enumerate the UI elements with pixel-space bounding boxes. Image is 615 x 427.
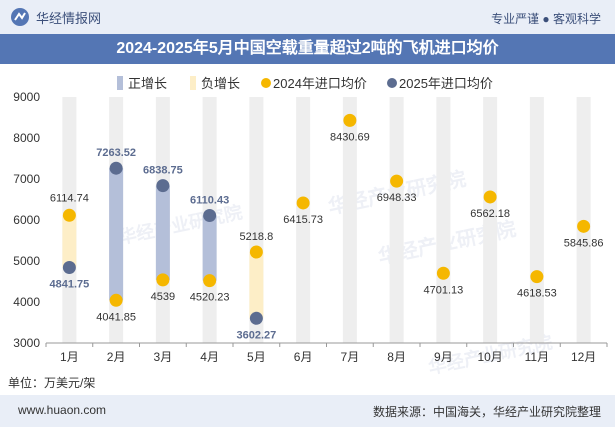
category-band: [389, 97, 404, 343]
point-2025: [203, 208, 217, 222]
point-2024: [436, 266, 450, 280]
y-tick-label: 6000: [13, 213, 40, 227]
x-tick-label: 7月: [341, 350, 360, 364]
unit-label: 单位：万美元/架: [8, 376, 96, 390]
category-band: [529, 97, 544, 343]
x-tick-label: 10月: [477, 350, 502, 364]
website-link[interactable]: www.huaon.com: [18, 403, 107, 417]
legend-positive[interactable]: 正增长: [117, 76, 167, 91]
point-2024: [156, 273, 170, 287]
x-tick-label: 11月: [525, 350, 549, 364]
point-2024: [530, 270, 544, 284]
data-label-2024: 5218.8: [240, 231, 274, 243]
y-tick-label: 5000: [13, 254, 40, 268]
category-band: [296, 97, 311, 343]
positive-change-bar: [155, 185, 170, 280]
negative-change-bar: [62, 215, 77, 268]
legend-marker: [387, 78, 397, 88]
legend-2025[interactable]: 2025年进口均价: [387, 76, 493, 91]
point-2025: [156, 179, 170, 193]
x-tick-label: 8月: [387, 350, 406, 364]
legend: 正增长 负增长 2024年进口均价 2025年进口均价: [117, 76, 493, 91]
x-tick-label: 2月: [107, 350, 126, 364]
data-label-2025: 4841.75: [49, 278, 89, 290]
change-bars: [62, 168, 264, 319]
legend-label: 正增长: [128, 76, 167, 91]
data-label-2024: 4539: [151, 291, 175, 303]
chart: 华经产业研究院华经产业研究院华经产业研究院华经产业研究院 30004000500…: [13, 76, 608, 379]
point-2024: [249, 245, 263, 259]
negative-change-bar: [249, 252, 264, 319]
x-tick-label: 1月: [60, 350, 79, 364]
data-label-2025: 6110.43: [190, 194, 229, 206]
point-2024: [390, 174, 404, 188]
data-label-2025: 3602.27: [236, 329, 276, 341]
legend-label: 2025年进口均价: [399, 76, 493, 91]
point-2025: [62, 260, 76, 274]
top-bar: 华经情报网 专业严谨 ● 客观科学: [0, 0, 615, 34]
y-tick-label: 7000: [13, 172, 40, 186]
legend-negative[interactable]: 负增长: [190, 76, 240, 91]
point-2024: [483, 190, 497, 204]
x-tick-label: 4月: [200, 350, 219, 364]
point-2024: [577, 219, 591, 233]
data-label-2024: 6114.74: [50, 192, 89, 204]
positive-change-bar: [109, 168, 124, 301]
data-label-2024: 4701.13: [423, 284, 463, 296]
y-tick-label: 4000: [13, 295, 40, 309]
legend-swatch: [190, 76, 196, 90]
y-tick-label: 9000: [13, 90, 40, 104]
data-label-2024: 4618.53: [517, 288, 557, 300]
positive-change-bar: [202, 215, 217, 281]
data-label-2025: 6838.75: [143, 165, 183, 177]
watermark-text: 华经产业研究院: [116, 201, 244, 249]
legend-label: 负增长: [201, 76, 240, 91]
data-label-2024: 5845.86: [564, 237, 604, 249]
point-2024: [109, 293, 123, 307]
data-labels: 6114.74 4041.85 4539 4520.23 5218.8 6415.73 84…: [49, 131, 603, 341]
data-label-2024: 4520.23: [190, 292, 230, 304]
legend-2024[interactable]: 2024年进口均价: [261, 76, 367, 91]
brand-logo: 华经情报网: [10, 7, 101, 27]
category-band: [436, 97, 451, 343]
data-label-2024: 8430.69: [330, 131, 370, 143]
point-2024: [203, 274, 217, 288]
category-band: [483, 97, 498, 343]
legend-label: 2024年进口均价: [273, 76, 367, 91]
data-label-2024: 6562.18: [470, 208, 510, 220]
data-label-2024: 6415.73: [283, 214, 323, 226]
bottom-bar: www.huaon.com 数据来源：中国海关，华经产业研究院整理: [0, 395, 615, 427]
x-tick-label: 6月: [294, 350, 313, 364]
point-2024: [62, 208, 76, 222]
category-band: [342, 97, 357, 343]
y-axis: 3000 4000 5000 6000 7000 8000 9000: [13, 90, 40, 350]
data-label-2025: 7263.52: [96, 147, 136, 159]
data-points: [62, 113, 591, 325]
data-label-2024: 6948.33: [377, 192, 417, 204]
logo-icon: [11, 8, 29, 26]
data-source: 数据来源：中国海关，华经产业研究院整理: [372, 405, 601, 419]
tagline: 专业严谨 ● 客观科学: [491, 12, 601, 26]
x-tick-label: 12月: [571, 350, 596, 364]
legend-swatch: [117, 76, 123, 90]
point-2025: [249, 311, 263, 325]
brand-name: 华经情报网: [36, 10, 102, 26]
x-axis: 1月 2月 3月 4月 5月 6月 7月 8月 9月 10月 11月 12月: [45, 342, 608, 364]
legend-marker: [261, 78, 271, 88]
point-2025: [109, 161, 123, 175]
chart-title: 2024-2025年5月中国空载重量超过2吨的飞机进口均价: [0, 34, 615, 64]
y-tick-label: 8000: [13, 131, 40, 145]
x-tick-label: 5月: [247, 350, 266, 364]
y-tick-label: 3000: [13, 336, 40, 350]
x-tick-label: 3月: [154, 350, 173, 364]
point-2024: [343, 113, 357, 127]
x-tick-label: 9月: [434, 350, 453, 364]
point-2024: [296, 196, 310, 210]
data-label-2024: 4041.85: [96, 311, 136, 323]
